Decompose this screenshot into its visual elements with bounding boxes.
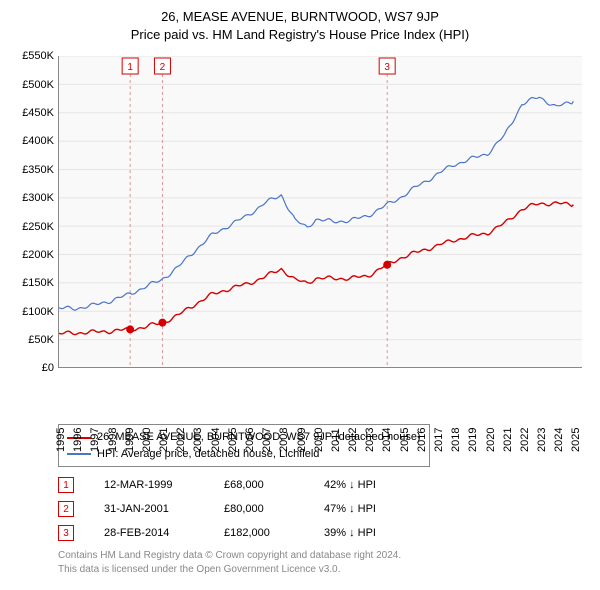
x-tick-label: 2021 (502, 428, 514, 452)
x-tick-label: 2022 (519, 428, 531, 452)
x-tick-label: 2009 (296, 428, 308, 452)
events-table: 1 12-MAR-1999 £68,000 42% ↓ HPI 2 31-JAN-2001… (58, 477, 588, 541)
y-tick-label: £500K (12, 79, 56, 91)
svg-text:3: 3 (384, 62, 390, 73)
event-hpi: 47% ↓ HPI (324, 503, 404, 515)
svg-text:1: 1 (127, 62, 133, 73)
event-price: £182,000 (224, 527, 294, 539)
x-tick-label: 1995 (55, 428, 67, 452)
x-tick-label: 1999 (124, 428, 136, 452)
event-date: 31-JAN-2001 (104, 503, 194, 515)
x-tick-label: 2013 (364, 428, 376, 452)
event-row: 3 28-FEB-2014 £182,000 39% ↓ HPI (58, 525, 588, 541)
footer-line-1: Contains HM Land Registry data © Crown c… (58, 550, 401, 561)
chart-container: 26, MEASE AVENUE, BURNTWOOD, WS7 9JP Pri… (0, 0, 600, 583)
y-tick-label: £250K (12, 221, 56, 233)
event-row: 1 12-MAR-1999 £68,000 42% ↓ HPI (58, 477, 588, 493)
chart-box: 1 2 3 £0 £50K £100K £150K £200K £250K £300K £350K… (12, 50, 588, 420)
x-tick-label: 2003 (192, 428, 204, 452)
y-tick-label: £0 (12, 362, 56, 374)
x-tick-label: 2020 (485, 428, 497, 452)
y-tick-label: £400K (12, 135, 56, 147)
x-tick-label: 2017 (433, 428, 445, 452)
x-tick-label: 2007 (261, 428, 273, 452)
y-tick-label: £450K (12, 107, 56, 119)
event-hpi: 39% ↓ HPI (324, 527, 404, 539)
footer-line-2: This data is licensed under the Open Gov… (58, 564, 340, 575)
x-tick-label: 2011 (330, 429, 342, 453)
x-tick-label: 2005 (227, 428, 239, 452)
event-date: 12-MAR-1999 (104, 479, 194, 491)
x-tick-label: 2014 (381, 428, 393, 452)
title-line-1: 26, MEASE AVENUE, BURNTWOOD, WS7 9JP (161, 9, 439, 24)
y-tick-label: £300K (12, 192, 56, 204)
x-tick-label: 2008 (278, 428, 290, 452)
y-axis-line (58, 56, 59, 368)
x-tick-label: 2001 (158, 428, 170, 452)
x-tick-label: 2025 (570, 428, 582, 452)
event-marker: 2 (58, 501, 74, 517)
title-line-2: Price paid vs. HM Land Registry's House … (131, 27, 469, 42)
y-tick-label: £50K (12, 334, 56, 346)
plot-svg: 1 2 3 (58, 56, 582, 368)
x-tick-label: 2000 (141, 428, 153, 452)
x-tick-label: 2024 (553, 428, 565, 452)
x-tick-label: 2018 (450, 428, 462, 452)
event-hpi: 42% ↓ HPI (324, 479, 404, 491)
x-tick-label: 2019 (467, 428, 479, 452)
y-tick-label: £150K (12, 277, 56, 289)
x-tick-label: 2006 (244, 428, 256, 452)
footer-attribution: Contains HM Land Registry data © Crown c… (58, 549, 588, 577)
x-tick-label: 2016 (416, 428, 428, 452)
x-tick-label: 2010 (313, 428, 325, 452)
y-tick-label: £350K (12, 164, 56, 176)
y-tick-label: £200K (12, 249, 56, 261)
svg-text:2: 2 (160, 62, 166, 73)
x-tick-label: 1996 (72, 428, 84, 452)
x-axis-line (58, 367, 582, 368)
x-tick-label: 1997 (89, 428, 101, 452)
event-marker: 1 (58, 477, 74, 493)
x-tick-label: 2012 (347, 428, 359, 452)
event-price: £80,000 (224, 503, 294, 515)
x-tick-label: 2002 (175, 428, 187, 452)
legend-swatch (67, 453, 91, 455)
y-tick-label: £100K (12, 306, 56, 318)
plot-area: 1 2 3 (58, 56, 582, 368)
event-marker: 3 (58, 525, 74, 541)
event-row: 2 31-JAN-2001 £80,000 47% ↓ HPI (58, 501, 588, 517)
x-tick-label: 2023 (536, 428, 548, 452)
event-date: 28-FEB-2014 (104, 527, 194, 539)
chart-title: 26, MEASE AVENUE, BURNTWOOD, WS7 9JP Pri… (12, 8, 588, 44)
x-tick-label: 1998 (107, 428, 119, 452)
x-tick-label: 2015 (399, 428, 411, 452)
event-price: £68,000 (224, 479, 294, 491)
y-tick-label: £550K (12, 50, 56, 62)
x-tick-label: 2004 (210, 428, 222, 452)
